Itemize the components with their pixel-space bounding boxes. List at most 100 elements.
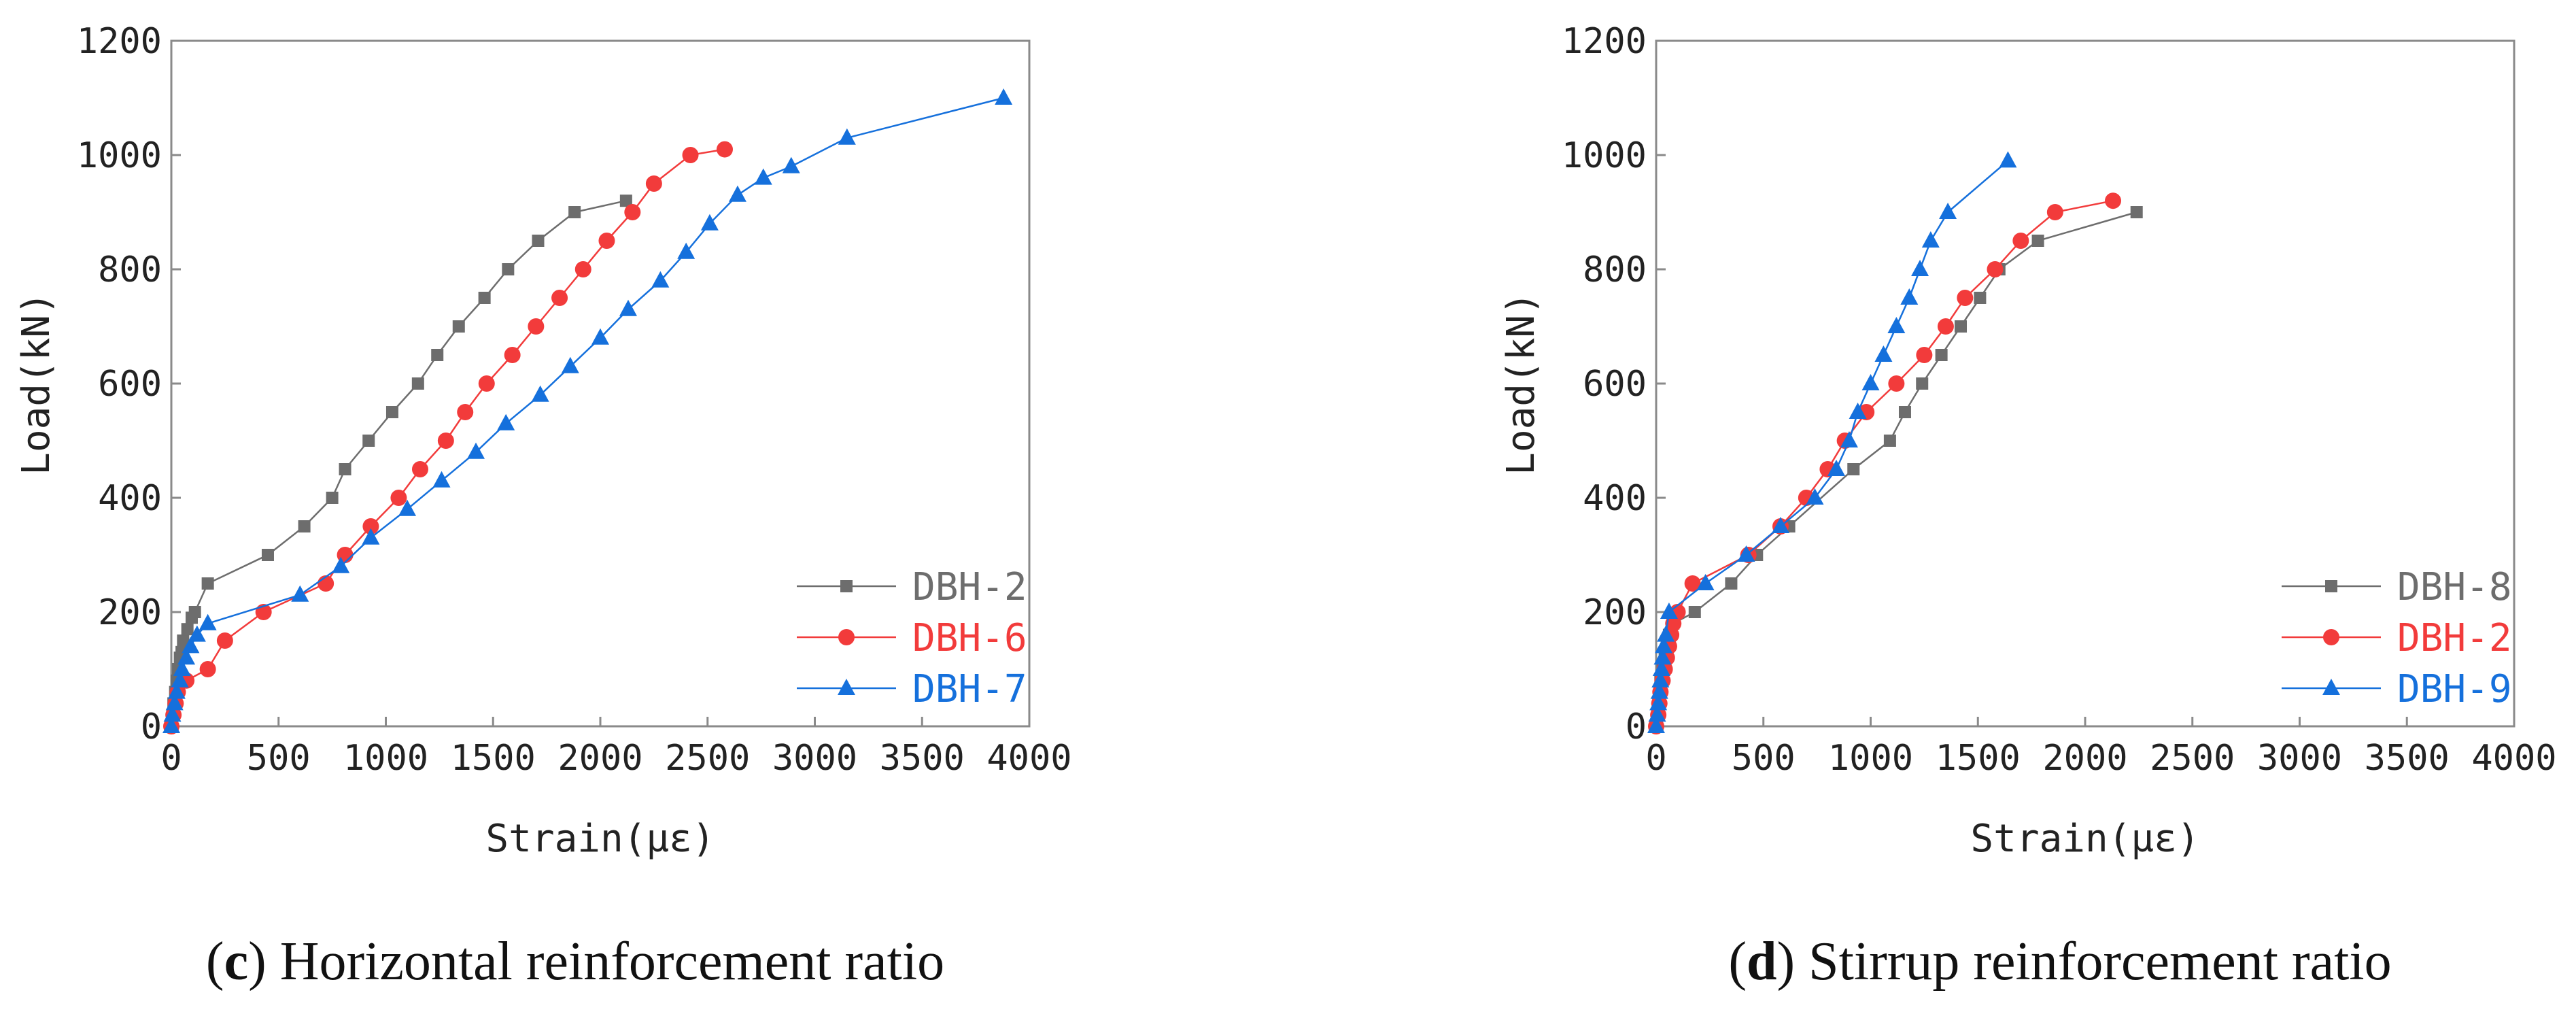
data-point-dbh-2	[411, 377, 424, 390]
x-tick-label: 500	[247, 738, 311, 779]
y-tick-label: 400	[98, 478, 162, 519]
data-point-dbh-9	[1827, 460, 1846, 476]
data-point-dbh-8	[2130, 206, 2143, 218]
caption: (c) Horizontal reinforcement ratio	[206, 932, 944, 992]
legend-label: DBH-9	[2397, 667, 2512, 711]
data-point-dbh-9	[1650, 682, 1668, 699]
data-point-dbh-8	[1935, 349, 1948, 361]
data-point-dbh-2	[201, 577, 214, 590]
data-point-dbh-7	[432, 471, 451, 488]
data-point-dbh-7	[677, 242, 695, 259]
data-point-dbh-6	[624, 204, 641, 220]
data-point-dbh-6	[216, 632, 233, 649]
chart-panel-d: 0 500 1000 1500 2000 2500 3000 3500 4000 0 200 400…	[1499, 21, 2557, 992]
data-point-dbh-8	[1883, 435, 1896, 447]
data-point-dbh-9	[1655, 637, 1673, 654]
legend-item-dbh-6: DBH-6	[797, 616, 1027, 660]
series-line-dbh-9	[1655, 160, 2009, 727]
data-point-dbh-7	[467, 442, 485, 459]
data-point-dbh-2	[568, 206, 581, 218]
x-tick-label: 1500	[1936, 738, 2021, 779]
data-point-dbh-8	[1916, 377, 1929, 390]
x-tick-label: 3500	[880, 738, 965, 779]
data-point-dbh-6	[437, 433, 454, 449]
data-point-dbh-7	[700, 214, 719, 231]
data-point-dbh-9	[1849, 403, 1867, 419]
series-line-dbh-8	[1655, 211, 2137, 727]
data-point-dbh-9	[1806, 488, 1824, 505]
data-point-dbh-9	[1652, 660, 1670, 676]
y-axis: 0 200 400 600 800 1000 1200	[77, 21, 181, 747]
data-point-dbh-2	[2012, 233, 2029, 249]
data-point-dbh-8	[2031, 235, 2044, 247]
data-point-dbh-2	[261, 549, 274, 561]
data-point-dbh-9	[1887, 317, 1906, 333]
caption-text: Horizontal reinforcement ratio	[280, 932, 944, 992]
data-point-dbh-2	[339, 463, 351, 475]
chart-panel-c: 0 500 1000 1500 2000 2500 3000 3500 4000 0 200 400…	[14, 21, 1072, 992]
legend-item-dbh-7: DBH-7	[797, 667, 1027, 711]
data-point-dbh-2	[1888, 375, 1905, 392]
data-point-dbh-7	[728, 185, 746, 202]
caption-text: Stirrup reinforcement ratio	[1808, 932, 2391, 992]
y-tick-label: 1200	[1562, 21, 1647, 62]
data-point-dbh-9	[1737, 545, 1755, 562]
x-axis-label: Strain(με)	[1970, 817, 2199, 861]
x-tick-label: 500	[1732, 738, 1796, 779]
data-point-dbh-7	[171, 671, 189, 688]
series-line-dbh-2	[170, 199, 627, 727]
data-point-dbh-2	[502, 263, 515, 275]
legend-label: DBH-2	[2397, 616, 2512, 660]
data-point-dbh-7	[167, 682, 186, 699]
legend-item-dbh-2: DBH-2	[2282, 616, 2512, 660]
data-point-dbh-7	[398, 499, 417, 516]
data-point-dbh-9	[1648, 705, 1666, 722]
data-point-dbh-9	[1651, 671, 1670, 688]
data-point-dbh-8	[1898, 406, 1911, 418]
data-point-dbh-2	[177, 634, 190, 647]
data-point-dbh-6	[551, 290, 568, 306]
data-point-dbh-2	[2105, 192, 2122, 209]
data-point-dbh-8	[1974, 292, 1987, 304]
x-tick-label: 0	[1645, 738, 1666, 779]
data-point-dbh-6	[478, 375, 495, 392]
legend-marker	[838, 679, 855, 695]
series-dbh-6	[163, 141, 733, 734]
x-tick-label: 0	[160, 738, 182, 779]
series-dbh-8	[1650, 206, 2143, 732]
data-point-dbh-2	[619, 194, 632, 207]
legend-label: DBH-2	[912, 565, 1027, 609]
x-axis: 0 500 1000 1500 2000 2500 3000 3500 4000	[1645, 717, 2557, 779]
data-point-dbh-6	[199, 661, 216, 677]
y-axis-label: Load(kN)	[14, 292, 58, 475]
data-point-dbh-7	[782, 156, 800, 173]
y-tick-label: 1200	[77, 21, 162, 62]
data-point-dbh-2	[1987, 261, 2004, 277]
data-point-dbh-6	[682, 147, 699, 163]
legend-item-dbh-2: DBH-2	[797, 565, 1027, 609]
y-tick-label: 1000	[1562, 135, 1647, 176]
x-tick-label: 2000	[557, 738, 642, 779]
data-point-dbh-6	[598, 233, 615, 249]
plot-frame	[170, 39, 1031, 728]
panel-letter: c	[224, 932, 249, 992]
y-tick-label: 0	[141, 707, 162, 747]
data-point-dbh-6	[504, 347, 521, 363]
x-axis: 0 500 1000 1500 2000 2500 3000 3500 4000	[160, 717, 1072, 779]
y-tick-label: 200	[98, 592, 162, 633]
x-tick-label: 1500	[451, 738, 536, 779]
y-axis-label: Load(kN)	[1499, 292, 1543, 475]
data-point-dbh-7	[838, 128, 856, 145]
data-point-dbh-7	[165, 694, 184, 711]
legend: DBH-2 DBH-6 DBH-7	[797, 565, 1027, 711]
data-point-dbh-9	[1900, 288, 1919, 305]
data-point-dbh-6	[457, 404, 474, 420]
legend-marker	[840, 580, 853, 592]
data-point-dbh-2	[385, 406, 398, 418]
x-tick-label: 2500	[2150, 738, 2235, 779]
legend-label: DBH-6	[912, 616, 1027, 660]
data-point-dbh-7	[177, 648, 196, 665]
legend-label: DBH-8	[2397, 565, 2512, 609]
data-point-dbh-7	[199, 613, 217, 630]
data-point-dbh-2	[326, 492, 339, 504]
